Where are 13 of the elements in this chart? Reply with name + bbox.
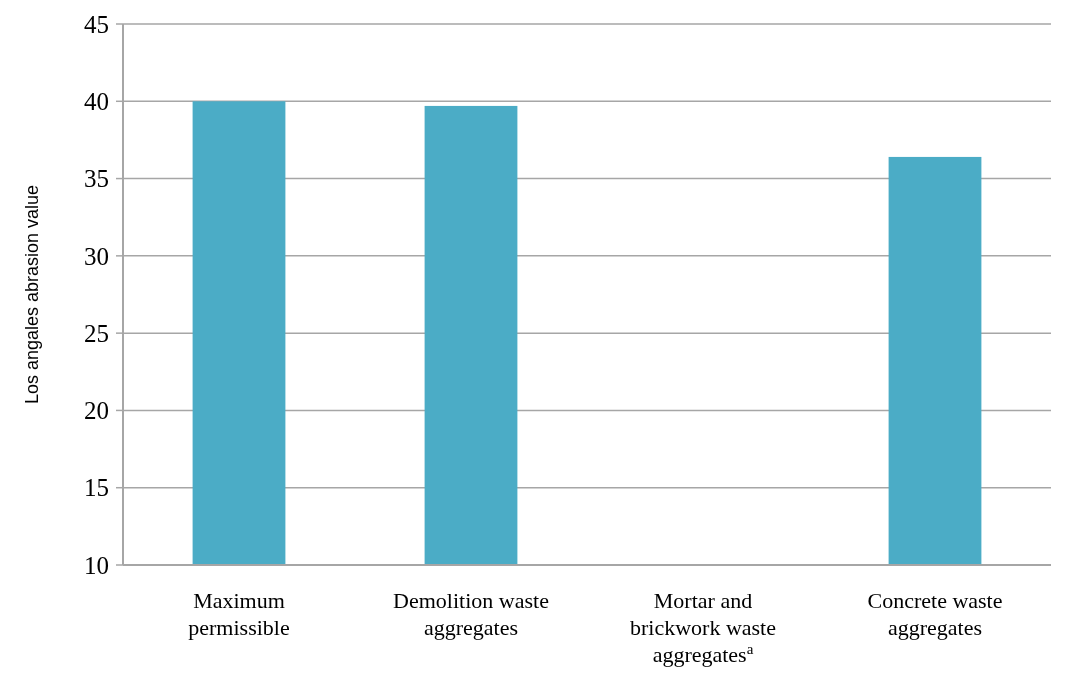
y-axis-title: Los angales abrasion value <box>22 184 42 405</box>
y-tick-label: 30 <box>84 242 109 270</box>
y-tick-label: 10 <box>84 551 109 579</box>
y-tick-label: 35 <box>84 165 109 193</box>
y-tick-label: 40 <box>84 88 109 116</box>
y-tick-label: 20 <box>84 397 109 425</box>
y-tick-label: 25 <box>84 319 109 347</box>
x-tick-label: Mortar and brickwork waste aggregates$^{a}$ <box>629 588 777 667</box>
y-tick-label: 15 <box>84 474 109 502</box>
x-tick-label: Concrete waste aggregates <box>867 588 1003 640</box>
x-tick-label: Maximum permissible <box>188 588 290 640</box>
y-tick-label: 45 <box>84 10 109 38</box>
x-tick-label: Demolition waste aggregates <box>393 588 549 640</box>
